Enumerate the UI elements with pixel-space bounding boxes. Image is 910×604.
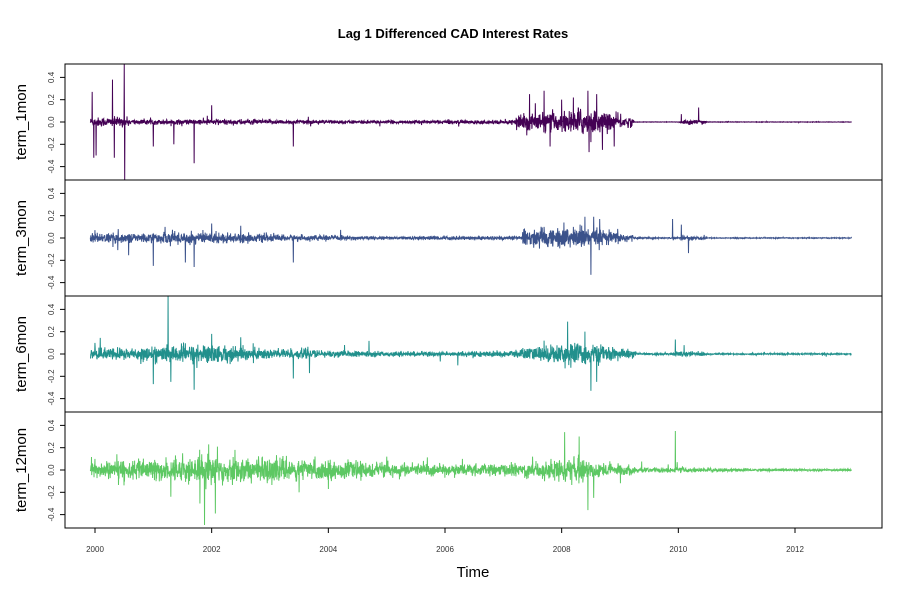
y-tick-label: -0.4 <box>47 159 56 173</box>
y-tick-label: -0.2 <box>47 369 56 383</box>
y-tick-label: 0.4 <box>47 71 56 83</box>
y-tick-label: 0.2 <box>47 442 56 454</box>
y-tick-label: 0.0 <box>47 116 56 128</box>
y-axis-label-term_1mon: term_1mon <box>13 84 30 160</box>
y-tick-label: 0.4 <box>47 419 56 431</box>
chart-panels: -0.4 -0.2 0.0 0.2 0.4 term_1mon -0.4 -0.2 0.0 0.2… <box>13 63 883 529</box>
x-axis: 2000 2002 2004 2006 2008 2010 2012 <box>86 528 804 554</box>
x-axis-label: Time <box>457 564 490 581</box>
panel-term_12mon: -0.4 -0.2 0.0 0.2 0.4 term_12mon <box>13 411 883 529</box>
panel-term_3mon: -0.4 -0.2 0.0 0.2 0.4 term_3mon <box>13 179 883 297</box>
x-tick-label: 2010 <box>669 545 687 554</box>
y-tick-label: -0.2 <box>47 137 56 151</box>
panel-term_1mon: -0.4 -0.2 0.0 0.2 0.4 term_1mon <box>13 63 883 181</box>
x-tick-label: 2000 <box>86 545 104 554</box>
y-tick-label: 0.0 <box>47 464 56 476</box>
y-tick-label: -0.2 <box>47 253 56 267</box>
y-axis-label-term_3mon: term_3mon <box>13 200 30 276</box>
x-tick-label: 2006 <box>436 545 454 554</box>
y-tick-label: 0.2 <box>47 94 56 106</box>
y-tick-label: 0.2 <box>47 326 56 338</box>
x-tick-label: 2002 <box>203 545 221 554</box>
series-line-term_3mon <box>89 216 853 275</box>
x-tick-label: 2004 <box>319 545 337 554</box>
series-line-term_1mon <box>89 64 852 180</box>
y-axis-label-term_6mon: term_6mon <box>13 316 30 392</box>
y-tick-label: -0.4 <box>47 275 56 289</box>
y-tick-label: 0.2 <box>47 210 56 222</box>
y-tick-label: 0.0 <box>47 348 56 360</box>
y-tick-label: 0.4 <box>47 303 56 315</box>
y-axis-label-term_12mon: term_12mon <box>13 428 30 512</box>
y-tick-label: -0.2 <box>47 485 56 499</box>
x-tick-label: 2008 <box>553 545 571 554</box>
series-line-term_12mon <box>89 430 852 526</box>
x-tick-label: 2012 <box>786 545 804 554</box>
series-line-term_6mon <box>89 296 852 391</box>
y-tick-label: -0.4 <box>47 507 56 521</box>
panel-term_6mon: -0.4 -0.2 0.0 0.2 0.4 term_6mon <box>13 295 883 413</box>
y-tick-label: -0.4 <box>47 391 56 405</box>
y-tick-label: 0.4 <box>47 187 56 199</box>
chart-title: Lag 1 Differenced CAD Interest Rates <box>338 26 568 41</box>
y-tick-label: 0.0 <box>47 232 56 244</box>
